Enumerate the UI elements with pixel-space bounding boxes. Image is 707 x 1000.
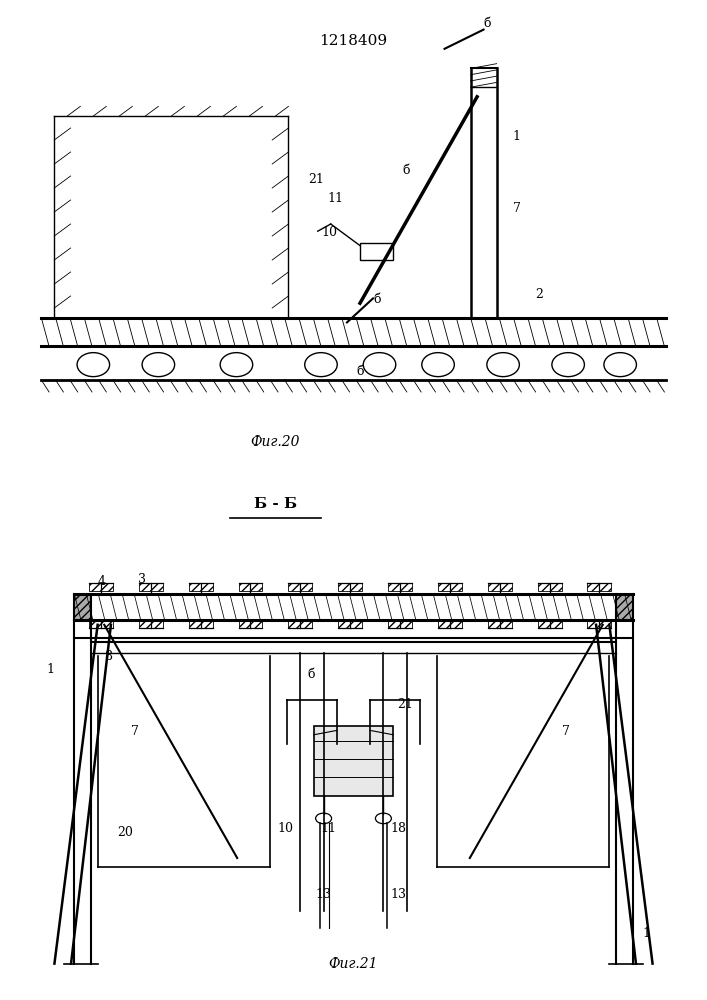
Bar	[388, 583, 412, 591]
Text: б: б	[307, 668, 315, 681]
Bar	[238, 620, 262, 628]
Text: 20: 20	[117, 826, 134, 839]
Bar	[438, 620, 462, 628]
Text: Б - Б: Б - Б	[254, 497, 297, 511]
Bar	[438, 583, 462, 591]
Text: б: б	[484, 17, 491, 30]
Bar	[139, 583, 163, 591]
Bar	[338, 583, 362, 591]
Bar	[89, 620, 113, 628]
Text: 7: 7	[513, 202, 521, 215]
Text: 1218409: 1218409	[320, 34, 387, 48]
Text: 21: 21	[308, 173, 325, 186]
Bar	[338, 620, 362, 628]
Text: б: б	[402, 164, 410, 177]
Text: 7: 7	[561, 725, 569, 738]
Text: 10: 10	[321, 226, 337, 239]
Text: 13: 13	[390, 888, 406, 901]
Bar	[588, 583, 612, 591]
Text: 2: 2	[536, 288, 544, 301]
Text: 1: 1	[47, 663, 54, 676]
Text: 3: 3	[138, 573, 146, 586]
Text: б: б	[373, 293, 380, 306]
Bar	[616, 594, 633, 620]
Text: 7: 7	[131, 725, 139, 738]
Bar	[189, 620, 213, 628]
Bar	[314, 726, 393, 796]
Text: Фиг.21: Фиг.21	[329, 957, 378, 971]
Bar	[388, 620, 412, 628]
Text: 10: 10	[278, 822, 293, 835]
Text: 18: 18	[390, 822, 406, 835]
Text: 1: 1	[643, 927, 650, 940]
Bar	[139, 620, 163, 628]
Bar	[238, 583, 262, 591]
Bar	[74, 594, 91, 620]
Text: 8: 8	[105, 650, 112, 663]
Text: 21: 21	[397, 698, 413, 711]
Bar	[488, 620, 512, 628]
Bar	[288, 583, 312, 591]
Text: 4: 4	[98, 575, 105, 588]
Text: 11: 11	[328, 192, 344, 205]
Text: б: б	[356, 365, 364, 378]
Text: 13: 13	[315, 888, 332, 901]
Bar	[360, 243, 392, 260]
Bar	[89, 583, 113, 591]
Bar	[537, 620, 561, 628]
Text: Фиг.20: Фиг.20	[251, 435, 300, 449]
Bar	[537, 583, 561, 591]
Bar	[288, 620, 312, 628]
Text: 11: 11	[320, 822, 337, 835]
Text: 1: 1	[513, 130, 521, 143]
Bar	[488, 583, 512, 591]
Bar	[189, 583, 213, 591]
Bar	[588, 620, 612, 628]
